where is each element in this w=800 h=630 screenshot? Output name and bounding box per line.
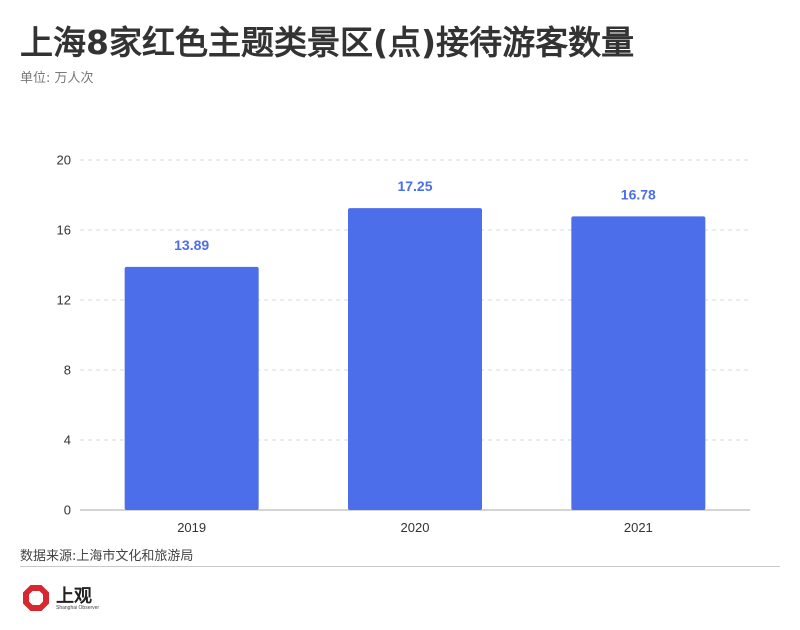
value-label-2019: 13.89: [174, 237, 209, 253]
x-tick-label-2020: 2020: [401, 520, 430, 535]
chart-title: 上海8家红色主题类景区(点)接待游客数量: [20, 23, 635, 62]
x-tick-label-2019: 2019: [177, 520, 206, 535]
y-tick-label: 0: [64, 503, 71, 518]
bar-2021: [571, 216, 706, 510]
logo-subtext: Shanghai Observer: [56, 605, 100, 611]
unit-label: 单位: 万人次: [20, 71, 94, 86]
value-label-2021: 16.78: [621, 186, 656, 202]
shanghai-observer-logo: 上观 Shanghai Observer: [22, 582, 132, 618]
bar-chart: 0 4 8 12 16 20 13.89 2019 17.25 2020 16.78 2021: [57, 153, 750, 535]
logo-octagon-icon: [23, 585, 49, 611]
y-tick-label: 20: [57, 153, 71, 168]
footer-divider: [20, 566, 780, 567]
x-tick-label-2021: 2021: [624, 520, 653, 535]
bar-2019: [124, 266, 259, 510]
logo-text: 上观: [56, 586, 92, 607]
y-tick-label: 12: [57, 293, 71, 308]
value-label-2020: 17.25: [397, 178, 432, 194]
y-tick-label: 8: [64, 363, 71, 378]
y-tick-label: 4: [64, 433, 71, 448]
bar-2020: [348, 208, 482, 510]
data-source: 数据来源:上海市文化和旅游局: [20, 549, 194, 564]
y-tick-label: 16: [57, 223, 71, 238]
